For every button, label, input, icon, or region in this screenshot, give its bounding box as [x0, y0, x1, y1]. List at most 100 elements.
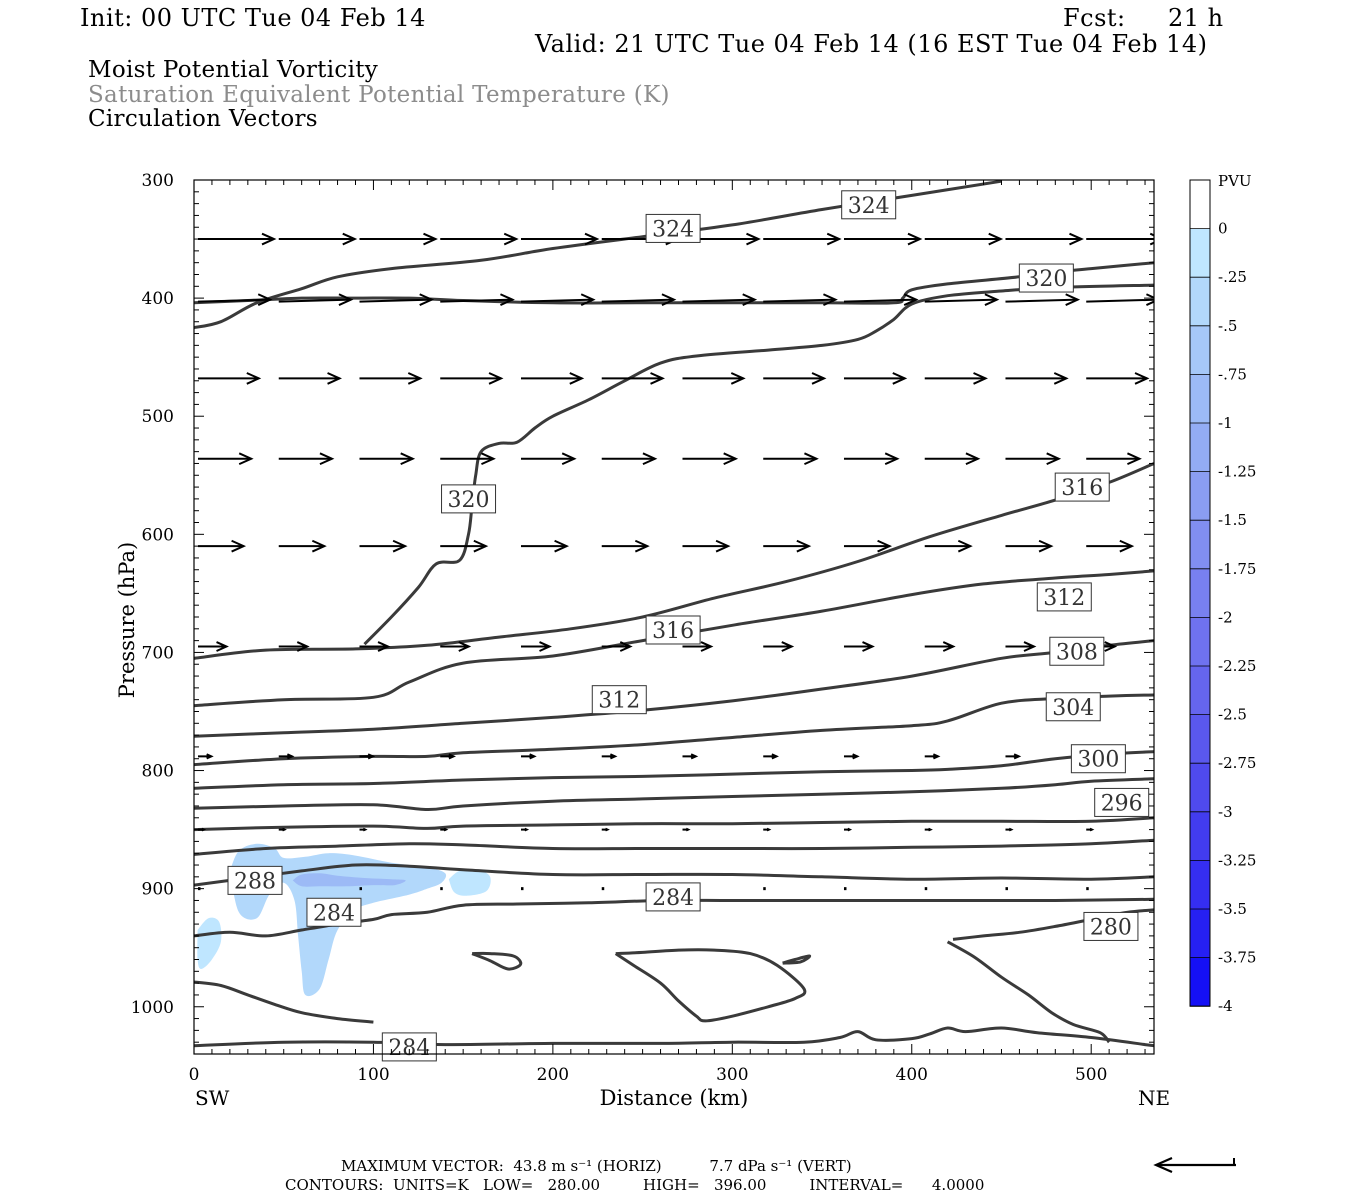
theta-e-contour [194, 777, 1154, 812]
circulation-vector-arrow [520, 452, 577, 466]
circulation-vector-arrow [359, 827, 368, 832]
field-title-pv: Moist Potential Vorticity [88, 57, 379, 83]
colorbar-label: -2.75 [1218, 754, 1256, 772]
circulation-vector-arrow [924, 293, 1000, 306]
theta-e-contour [614, 948, 807, 1023]
sw-label: SW [195, 1086, 230, 1110]
valid-time: Valid: 21 UTC Tue 04 Feb 14 (16 EST Tue … [535, 30, 1208, 58]
svg-text:312: 312 [1043, 586, 1085, 611]
svg-text:284: 284 [388, 1036, 430, 1061]
circulation-vector-arrow [601, 641, 633, 652]
circulation-vector-arrow [440, 641, 472, 652]
y-tick-label: 1000 [131, 998, 174, 1018]
svg-text:296: 296 [1101, 791, 1143, 816]
colorbar-label: -2 [1218, 608, 1233, 626]
colorbar-swatch [1190, 617, 1210, 666]
circulation-vector-arrow [843, 452, 900, 466]
colorbar-label: -3.25 [1218, 851, 1256, 869]
forecast-hour: 21 h [1168, 4, 1224, 32]
circulation-vector-arrow [440, 827, 449, 832]
pv-region [448, 869, 491, 896]
circulation-vector-arrow [520, 232, 600, 246]
colorbar: 0 -.25 -.5 -.75 -1 -1.25 -1.5 -1.75 -2 -2.25 -2.5 -… [1189, 179, 1256, 1015]
theta-e-contour [194, 816, 1154, 832]
contour-value-label: 284 [306, 897, 362, 927]
theta-e-contour [194, 750, 1154, 790]
colorbar-label: 0 [1218, 220, 1228, 238]
colorbar-swatch [1190, 520, 1210, 569]
circulation-vector-arrow [440, 232, 519, 246]
x-axis-title: Distance (km) [600, 1086, 749, 1110]
circulation-vector-arrow [520, 293, 596, 306]
circulation-vector-arrow [520, 372, 585, 385]
circulation-vector-arrow [359, 539, 408, 553]
contour-value-label: 304 [1045, 692, 1101, 722]
circulation-vector-arrow [682, 827, 691, 832]
circulation-vector-arrow [763, 753, 779, 760]
circulation-vector-arrow [1086, 452, 1142, 466]
axis-labels: 300 400 500 600 700 800 900 1000 0 100 200 300 400 50… [131, 171, 1108, 1085]
colorbar-label: -.5 [1218, 317, 1237, 335]
circulation-vector-arrow [763, 293, 838, 306]
colorbar-swatch [1190, 763, 1210, 812]
circulation-vector-arrow [197, 293, 273, 306]
colorbar-swatch [1190, 860, 1210, 909]
circulation-vector-arrow [278, 641, 310, 652]
circulation-vector-arrow [1005, 753, 1022, 760]
axis-ticks [193, 179, 1154, 1055]
contour-value-label: 288 [227, 865, 283, 895]
x-tick-label: 0 [189, 1065, 200, 1085]
theta-e-contour [194, 261, 1154, 305]
colorbar-swatch [1190, 909, 1210, 958]
circulation-vectors [197, 232, 1154, 891]
colorbar-swatch [1190, 811, 1210, 861]
colorbar-swatch [1190, 957, 1210, 1007]
circulation-vector-arrow [1005, 641, 1037, 652]
colorbar-label: -1.75 [1218, 560, 1256, 578]
theta-e-contour [194, 897, 1154, 938]
ne-label: NE [1138, 1086, 1170, 1110]
theta-e-contour [194, 863, 1154, 887]
colorbar-title: PVU [1218, 172, 1252, 190]
colorbar-swatch [1190, 568, 1210, 618]
field-title-vectors: Circulation Vectors [88, 106, 318, 132]
circulation-vector-arrow [924, 827, 933, 832]
circulation-vector-arrow [682, 539, 731, 553]
y-tick-label: 500 [142, 407, 174, 427]
circulation-vector-arrow [843, 293, 919, 306]
y-tick-label: 600 [142, 525, 174, 545]
theta-e-contour [194, 693, 1154, 767]
circulation-vector-arrow [601, 372, 665, 385]
contour-value-label: 324 [645, 213, 701, 243]
colorbar-label: -4 [1218, 997, 1233, 1015]
contour-info-text: CONTOURS: UNITS=K LOW= 280.00 HIGH= 396.… [285, 1176, 985, 1194]
forecast-label: Fcst: [1063, 4, 1126, 32]
circulation-vector-arrow [359, 232, 438, 246]
svg-text:284: 284 [313, 901, 355, 926]
svg-text:308: 308 [1056, 640, 1098, 665]
colorbar-swatch [1190, 666, 1210, 715]
contour-value-label: 284 [381, 1032, 437, 1062]
circulation-vector-arrow [924, 452, 981, 466]
circulation-vector-arrow [601, 452, 658, 466]
svg-text:280: 280 [1090, 915, 1132, 940]
circulation-vector-arrow [1005, 293, 1081, 306]
max-vector-text: MAXIMUM VECTOR: 43.8 m s⁻¹ (HORIZ) 7.7 d… [341, 1157, 852, 1175]
circulation-vector-arrow [763, 232, 842, 246]
circulation-vector-arrow [843, 641, 875, 652]
circulation-vector-arrow [763, 372, 827, 385]
circulation-vector-arrow [924, 641, 956, 652]
colorbar-label: -1.25 [1218, 463, 1256, 481]
circulation-vector-arrow [359, 372, 423, 385]
circulation-vector-arrow [440, 293, 515, 306]
svg-text:284: 284 [652, 886, 694, 911]
colorbar-label: -1 [1218, 414, 1233, 432]
circulation-vector-arrow [198, 641, 229, 652]
colorbar-swatch [1190, 714, 1210, 764]
circulation-vector-arrow [601, 293, 677, 306]
theta-e-contour [194, 980, 374, 1024]
circulation-vector-arrow [278, 452, 335, 466]
field-title-thetae: Saturation Equivalent Potential Temperat… [88, 82, 670, 108]
circulation-vector-arrow [843, 827, 853, 832]
circulation-vector-arrow [682, 452, 739, 466]
